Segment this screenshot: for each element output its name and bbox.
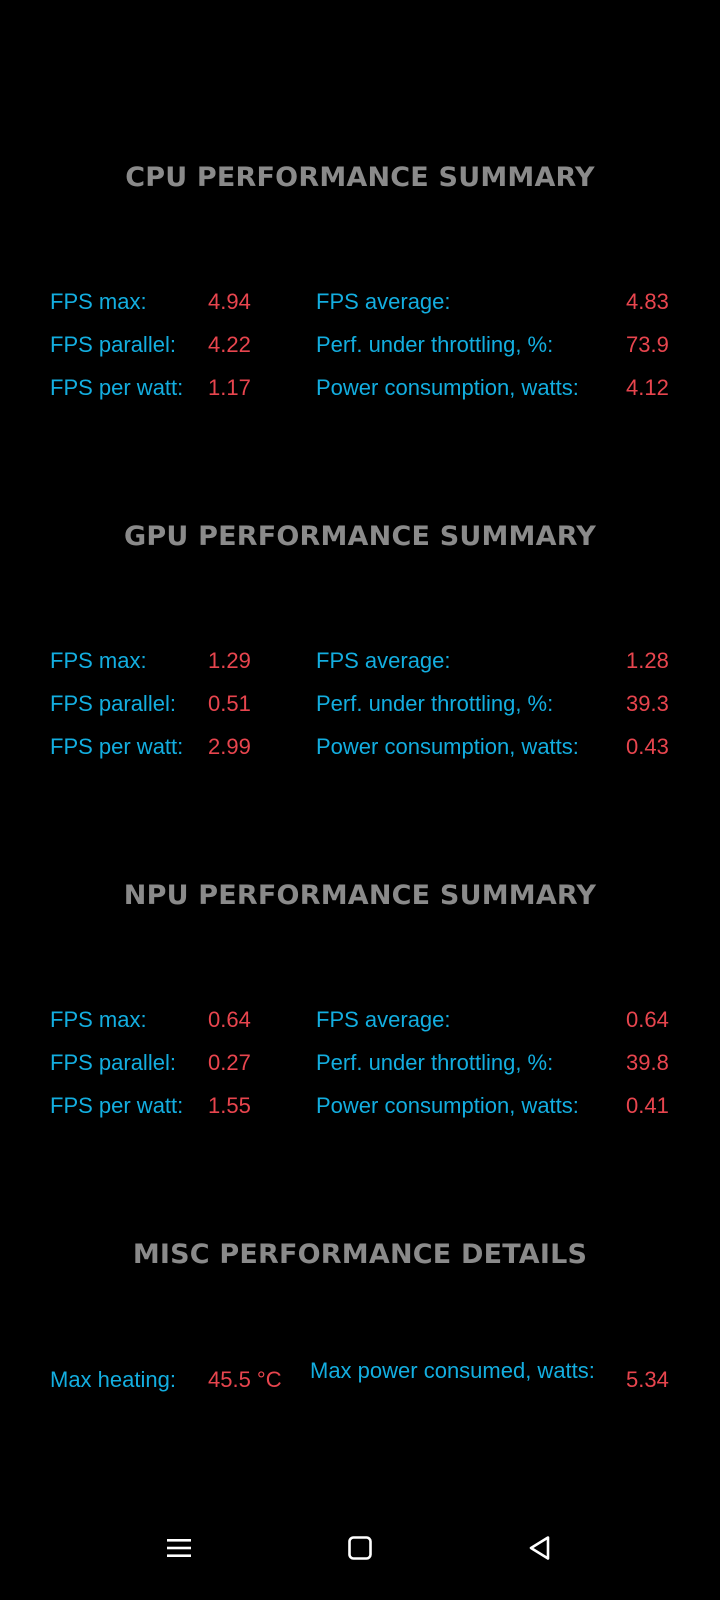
gpu-power-consumption-label: Power consumption, watts: (316, 734, 579, 759)
gpu-throttling-label: Perf. under throttling, %: (316, 691, 554, 716)
max-power-consumed-clip: Max power consumed, watts: (310, 1358, 600, 1402)
max-power-consumed-value: 5.34 (626, 1367, 669, 1392)
npu-fps-per-watt-value: 1.55 (208, 1093, 251, 1118)
cpu-fps-per-watt-label: FPS per watt: (50, 375, 184, 400)
cpu-fps-max-value: 4.94 (208, 289, 251, 314)
gpu-fps-average-label: FPS average: (316, 648, 451, 673)
back-button[interactable] (516, 1524, 564, 1572)
npu-section-title: NPU PERFORMANCE SUMMARY (123, 880, 597, 911)
npu-power-consumption-value: 0.41 (626, 1093, 669, 1118)
gpu-fps-parallel-value: 0.51 (208, 691, 251, 716)
npu-throttling-value: 39.8 (626, 1050, 669, 1075)
gpu-throttling-value: 39.3 (626, 691, 669, 716)
misc-section-title: MISC PERFORMANCE DETAILS (132, 1239, 588, 1270)
back-triangle-icon (529, 1536, 550, 1560)
cpu-fps-average-value: 4.83 (626, 289, 669, 314)
npu-fps-parallel-label: FPS parallel: (50, 1050, 176, 1075)
gpu-power-consumption-value: 0.43 (626, 734, 669, 759)
menu-icon (167, 1539, 191, 1557)
home-button[interactable] (336, 1524, 384, 1572)
npu-fps-parallel-value: 0.27 (208, 1050, 251, 1075)
cpu-fps-average-label: FPS average: (316, 289, 451, 314)
npu-fps-per-watt-label: FPS per watt: (50, 1093, 184, 1118)
cpu-section-title: CPU PERFORMANCE SUMMARY (125, 162, 595, 193)
gpu-fps-average-value: 1.28 (626, 648, 669, 673)
gpu-fps-max-label: FPS max: (50, 648, 147, 673)
max-heating-label: Max heating: (50, 1367, 176, 1392)
npu-fps-average-label: FPS average: (316, 1007, 451, 1032)
system-navigation-bar (0, 1510, 720, 1600)
npu-fps-average-value: 0.64 (626, 1007, 669, 1032)
home-square-icon (348, 1536, 372, 1560)
cpu-throttling-value: 73.9 (626, 332, 669, 357)
npu-throttling-label: Perf. under throttling, %: (316, 1050, 554, 1075)
max-power-consumed-label: Max power consumed, watts: (310, 1358, 595, 1383)
max-heating-value: 45.5 °C (208, 1367, 282, 1392)
npu-power-consumption-label: Power consumption, watts: (316, 1093, 579, 1118)
gpu-fps-parallel-label: FPS parallel: (50, 691, 176, 716)
cpu-fps-parallel-value: 4.22 (208, 332, 251, 357)
npu-fps-max-label: FPS max: (50, 1007, 147, 1032)
gpu-fps-per-watt-value: 2.99 (208, 734, 251, 759)
npu-fps-max-value: 0.64 (208, 1007, 251, 1032)
cpu-fps-parallel-label: FPS parallel: (50, 332, 176, 357)
cpu-power-consumption-label: Power consumption, watts: (316, 375, 579, 400)
gpu-fps-per-watt-label: FPS per watt: (50, 734, 184, 759)
cpu-power-consumption-value: 4.12 (626, 375, 669, 400)
cpu-throttling-label: Perf. under throttling, %: (316, 332, 554, 357)
menu-button[interactable] (155, 1524, 203, 1572)
cpu-fps-per-watt-value: 1.17 (208, 375, 251, 400)
gpu-section-title: GPU PERFORMANCE SUMMARY (124, 521, 596, 552)
cpu-fps-max-label: FPS max: (50, 289, 147, 314)
gpu-fps-max-value: 1.29 (208, 648, 251, 673)
